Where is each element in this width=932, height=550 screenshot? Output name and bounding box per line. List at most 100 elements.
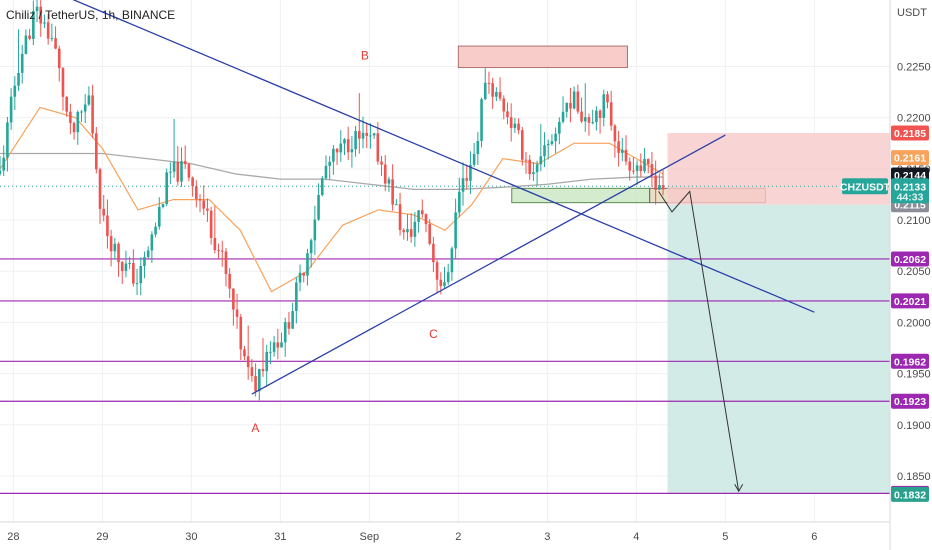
candle-body (313, 219, 317, 241)
candle-body (195, 186, 198, 200)
ascending-support-trendline (251, 134, 726, 395)
candle-body (202, 200, 206, 209)
candle-body (287, 322, 291, 329)
candle-body (446, 272, 450, 283)
time-axis[interactable]: 28 29 30 31 Sep 2 3 4 5 6 (0, 0, 891, 550)
candle-body (465, 178, 469, 181)
candle-body (450, 248, 454, 273)
candle-body (420, 210, 424, 215)
candle-body (654, 175, 657, 190)
candle-body (539, 156, 543, 165)
candle-body (361, 132, 365, 139)
candle-body (583, 117, 587, 122)
candle-body (469, 164, 472, 181)
candle-body (369, 135, 372, 137)
candle-body (435, 262, 439, 280)
candle-body (558, 121, 561, 134)
candle-body (120, 262, 124, 271)
wave-label-b: B (361, 48, 369, 62)
candle-body (280, 342, 283, 348)
candle-body (187, 164, 191, 178)
candle-body (157, 206, 161, 227)
candle-body (443, 282, 446, 287)
candle-body (50, 38, 54, 40)
symbol-tag-name: CHZUSDT (840, 181, 891, 193)
candle-body (661, 185, 665, 190)
candle-body (439, 279, 443, 287)
candle-body (650, 164, 654, 176)
candle-body (495, 91, 498, 97)
candle-body (176, 161, 180, 182)
candle-body (506, 111, 509, 118)
candle-body (609, 102, 613, 126)
wave-labels: B C A (251, 48, 438, 435)
candle-body (43, 22, 46, 24)
price-tag-level (891, 353, 929, 369)
candle-body (432, 243, 435, 263)
candle-body (95, 133, 98, 170)
current-price-tag (891, 178, 929, 204)
price-tick-label: 0.2000 (897, 317, 931, 329)
candle-body (6, 122, 9, 158)
wave-label-c: C (429, 327, 438, 341)
candle-body (309, 240, 313, 254)
candle-body (72, 123, 76, 133)
candle-body (517, 123, 520, 131)
candle-body (220, 250, 224, 252)
candle-body (183, 161, 187, 165)
candle-body (302, 272, 306, 276)
candle-body (257, 369, 261, 392)
chart-title: Chiliz / TetherUS, 1h, BINANCE (6, 8, 175, 22)
candle-body (198, 199, 202, 201)
descending-resistance-trendline (72, 0, 815, 313)
candle-body (228, 273, 231, 289)
candle-body (150, 234, 154, 251)
candle-body (57, 48, 61, 69)
candle-body (524, 159, 528, 161)
candle-body (554, 133, 557, 142)
candle-body (476, 140, 480, 154)
price-tick-label: 0.2100 (897, 215, 931, 227)
candle-body (550, 141, 554, 144)
candle-body (621, 149, 624, 153)
candle-body (169, 171, 172, 173)
price-tag-target (891, 486, 929, 502)
candle-body (328, 161, 331, 166)
price-tick-label: 0.1900 (897, 420, 931, 432)
candle-body (295, 282, 298, 311)
candle-body (395, 204, 398, 206)
candle-body (335, 148, 339, 153)
candle-body (520, 130, 524, 160)
candles (0, 0, 665, 401)
candle-body (246, 356, 250, 368)
candle-body (17, 72, 20, 86)
candle-body (135, 283, 139, 285)
time-tick-label: 3 (544, 531, 550, 543)
candle-body (632, 170, 635, 172)
candle-body (483, 82, 487, 100)
candle-body (413, 221, 417, 237)
price-tag-value: 0.2161 (894, 153, 926, 165)
candle-body (317, 194, 320, 220)
candle-body (513, 123, 517, 128)
candle-body (595, 110, 598, 123)
candle-body (606, 94, 609, 103)
candle-body (546, 143, 550, 146)
price-tick-label: 0.2050 (897, 266, 931, 278)
candle-body (491, 83, 494, 97)
candle-body (35, 6, 39, 12)
candle-body (235, 309, 239, 317)
candle-body (276, 342, 280, 348)
wave-label-a: A (251, 421, 259, 435)
price-axis[interactable]: 0.1850 0.1900 0.1950 0.2000 0.2050 0.2100 0.21… (840, 62, 931, 502)
supply-box (457, 45, 628, 69)
candle-body (565, 102, 569, 112)
candle-body (132, 262, 135, 284)
candle-body (146, 250, 150, 258)
price-tag-level (891, 293, 929, 309)
candle-body (372, 133, 376, 136)
price-tag-value: 0.2062 (894, 254, 926, 266)
candle-body (646, 158, 650, 165)
slow-moving-average-line (0, 152, 664, 191)
